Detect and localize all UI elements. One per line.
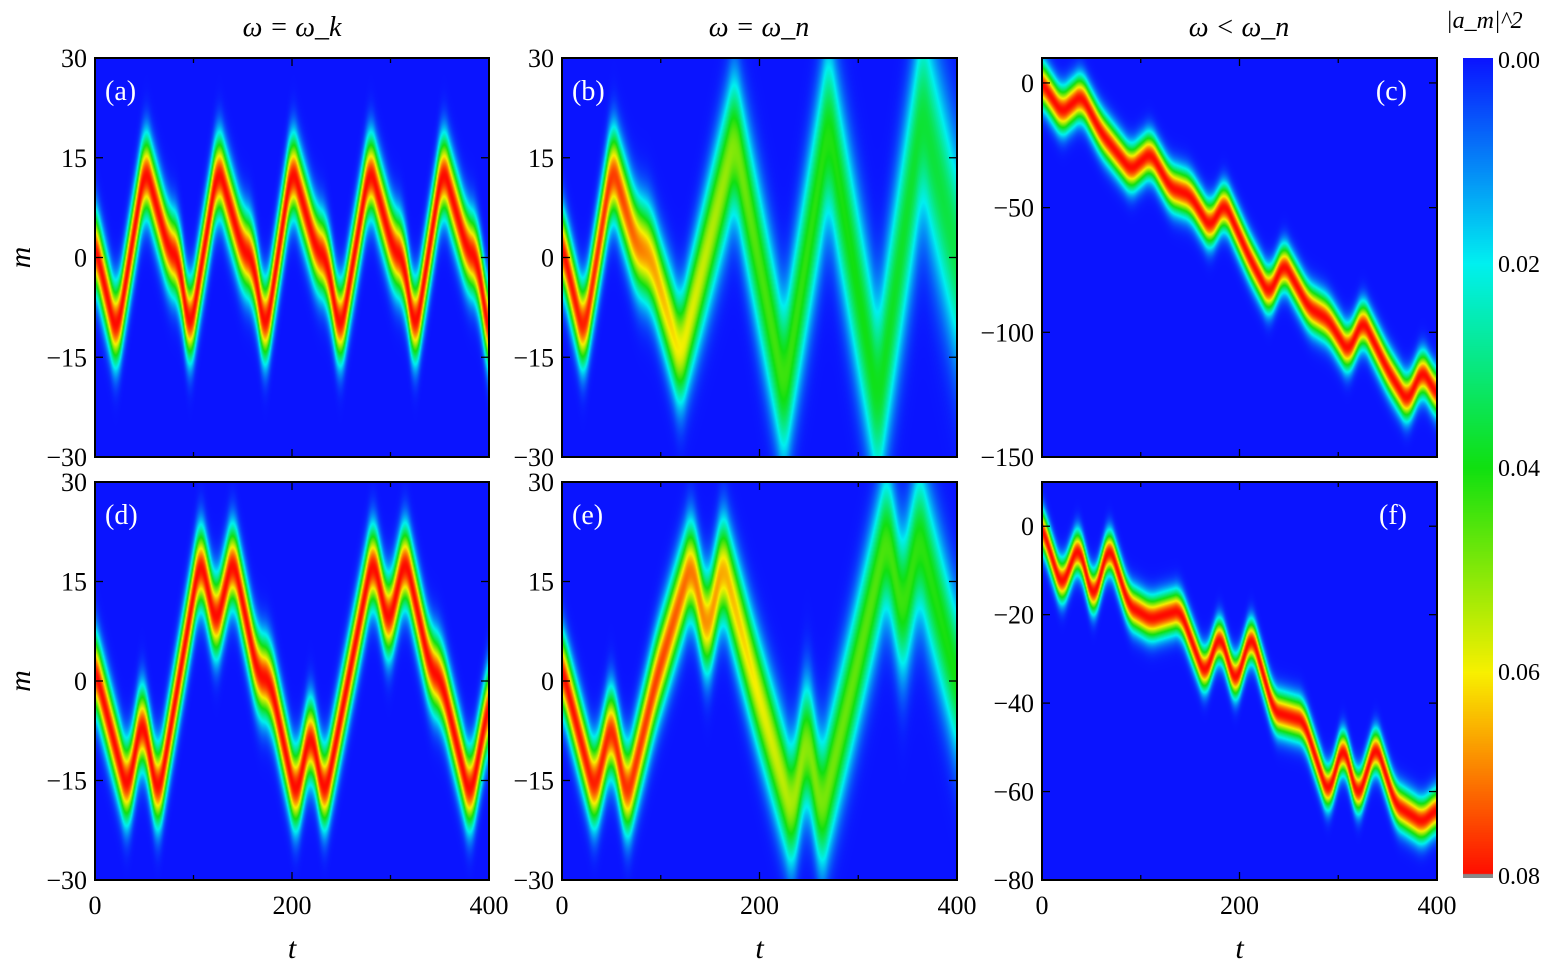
colorbar-tick-label: 0.06 [1498, 660, 1540, 686]
panel-frame [561, 57, 958, 458]
x-axis-label: t [1235, 932, 1244, 965]
heatmap-c [1042, 58, 1437, 457]
y-tick-label: −30 [513, 443, 554, 472]
y-axis-label: m [4, 670, 37, 692]
y-tick-label: 30 [61, 44, 87, 73]
panel-label: (d) [105, 500, 138, 531]
panel-label: (a) [105, 76, 136, 107]
panel-frame [94, 481, 490, 881]
x-tick-label: 200 [740, 891, 779, 920]
panel-frame [94, 57, 490, 458]
y-tick-label: 30 [528, 44, 554, 73]
y-tick-label: −15 [513, 343, 554, 372]
x-tick-label: 400 [1418, 891, 1457, 920]
y-tick-label: −15 [46, 767, 87, 796]
column-title-1: ω = ω_k [242, 12, 342, 43]
y-tick-label: 15 [528, 568, 554, 597]
y-tick-label: 0 [541, 244, 554, 273]
x-tick-label: 400 [470, 891, 509, 920]
y-tick-label: 0 [1021, 69, 1034, 98]
x-tick-label: 200 [1220, 891, 1259, 920]
y-tick-label: 15 [528, 144, 554, 173]
x-tick-label: 0 [556, 891, 569, 920]
y-tick-label: −15 [513, 767, 554, 796]
y-tick-label: 30 [61, 468, 87, 497]
x-tick-label: 200 [273, 891, 312, 920]
colorbar-tick-label: 0.00 [1498, 48, 1540, 74]
y-axis-label: m [4, 247, 37, 269]
colorbar-tick-label: 0.04 [1498, 456, 1540, 482]
panel-label: (e) [572, 500, 603, 531]
y-tick-label: −60 [993, 778, 1034, 807]
x-axis-label: t [755, 932, 764, 965]
y-tick-label: 0 [74, 667, 87, 696]
y-tick-label: −15 [46, 343, 87, 372]
x-axis-label: t [288, 932, 297, 965]
panel-frame [1041, 481, 1438, 881]
panel-frame [1041, 57, 1438, 458]
y-tick-label: 0 [74, 244, 87, 273]
colorbar-tick-label: 0.08 [1498, 864, 1540, 890]
y-tick-label: −30 [513, 866, 554, 895]
column-title-3: ω < ω_n [1188, 12, 1290, 43]
y-tick-label: −30 [46, 443, 87, 472]
heatmap-d [95, 482, 489, 880]
y-tick-label: −100 [980, 318, 1034, 347]
x-tick-label: 0 [1036, 891, 1049, 920]
heatmap-a [95, 58, 489, 457]
y-tick-label: 15 [61, 144, 87, 173]
x-tick-label: 0 [89, 891, 102, 920]
colorbar-label: |a_m|^2 [1446, 8, 1523, 34]
heatmap-b [562, 58, 957, 457]
colorbar [1463, 58, 1493, 878]
y-tick-label: 15 [61, 568, 87, 597]
panel-label: (c) [1376, 76, 1407, 107]
column-title-2: ω = ω_n [708, 12, 810, 43]
panel-label: (b) [572, 76, 605, 107]
panel-label: (f) [1379, 500, 1407, 531]
y-tick-label: −80 [993, 866, 1034, 895]
y-tick-label: −50 [993, 194, 1034, 223]
colorbar-tick-label: 0.02 [1498, 252, 1540, 278]
y-tick-label: −150 [980, 443, 1034, 472]
x-tick-label: 400 [938, 891, 977, 920]
y-tick-label: 0 [541, 667, 554, 696]
heatmap-e [562, 482, 957, 880]
heatmap-f [1042, 482, 1437, 880]
y-tick-label: −20 [993, 601, 1034, 630]
y-tick-label: −40 [993, 689, 1034, 718]
y-tick-label: 0 [1021, 512, 1034, 541]
panel-frame [561, 481, 958, 881]
y-tick-label: 30 [528, 468, 554, 497]
y-tick-label: −30 [46, 866, 87, 895]
